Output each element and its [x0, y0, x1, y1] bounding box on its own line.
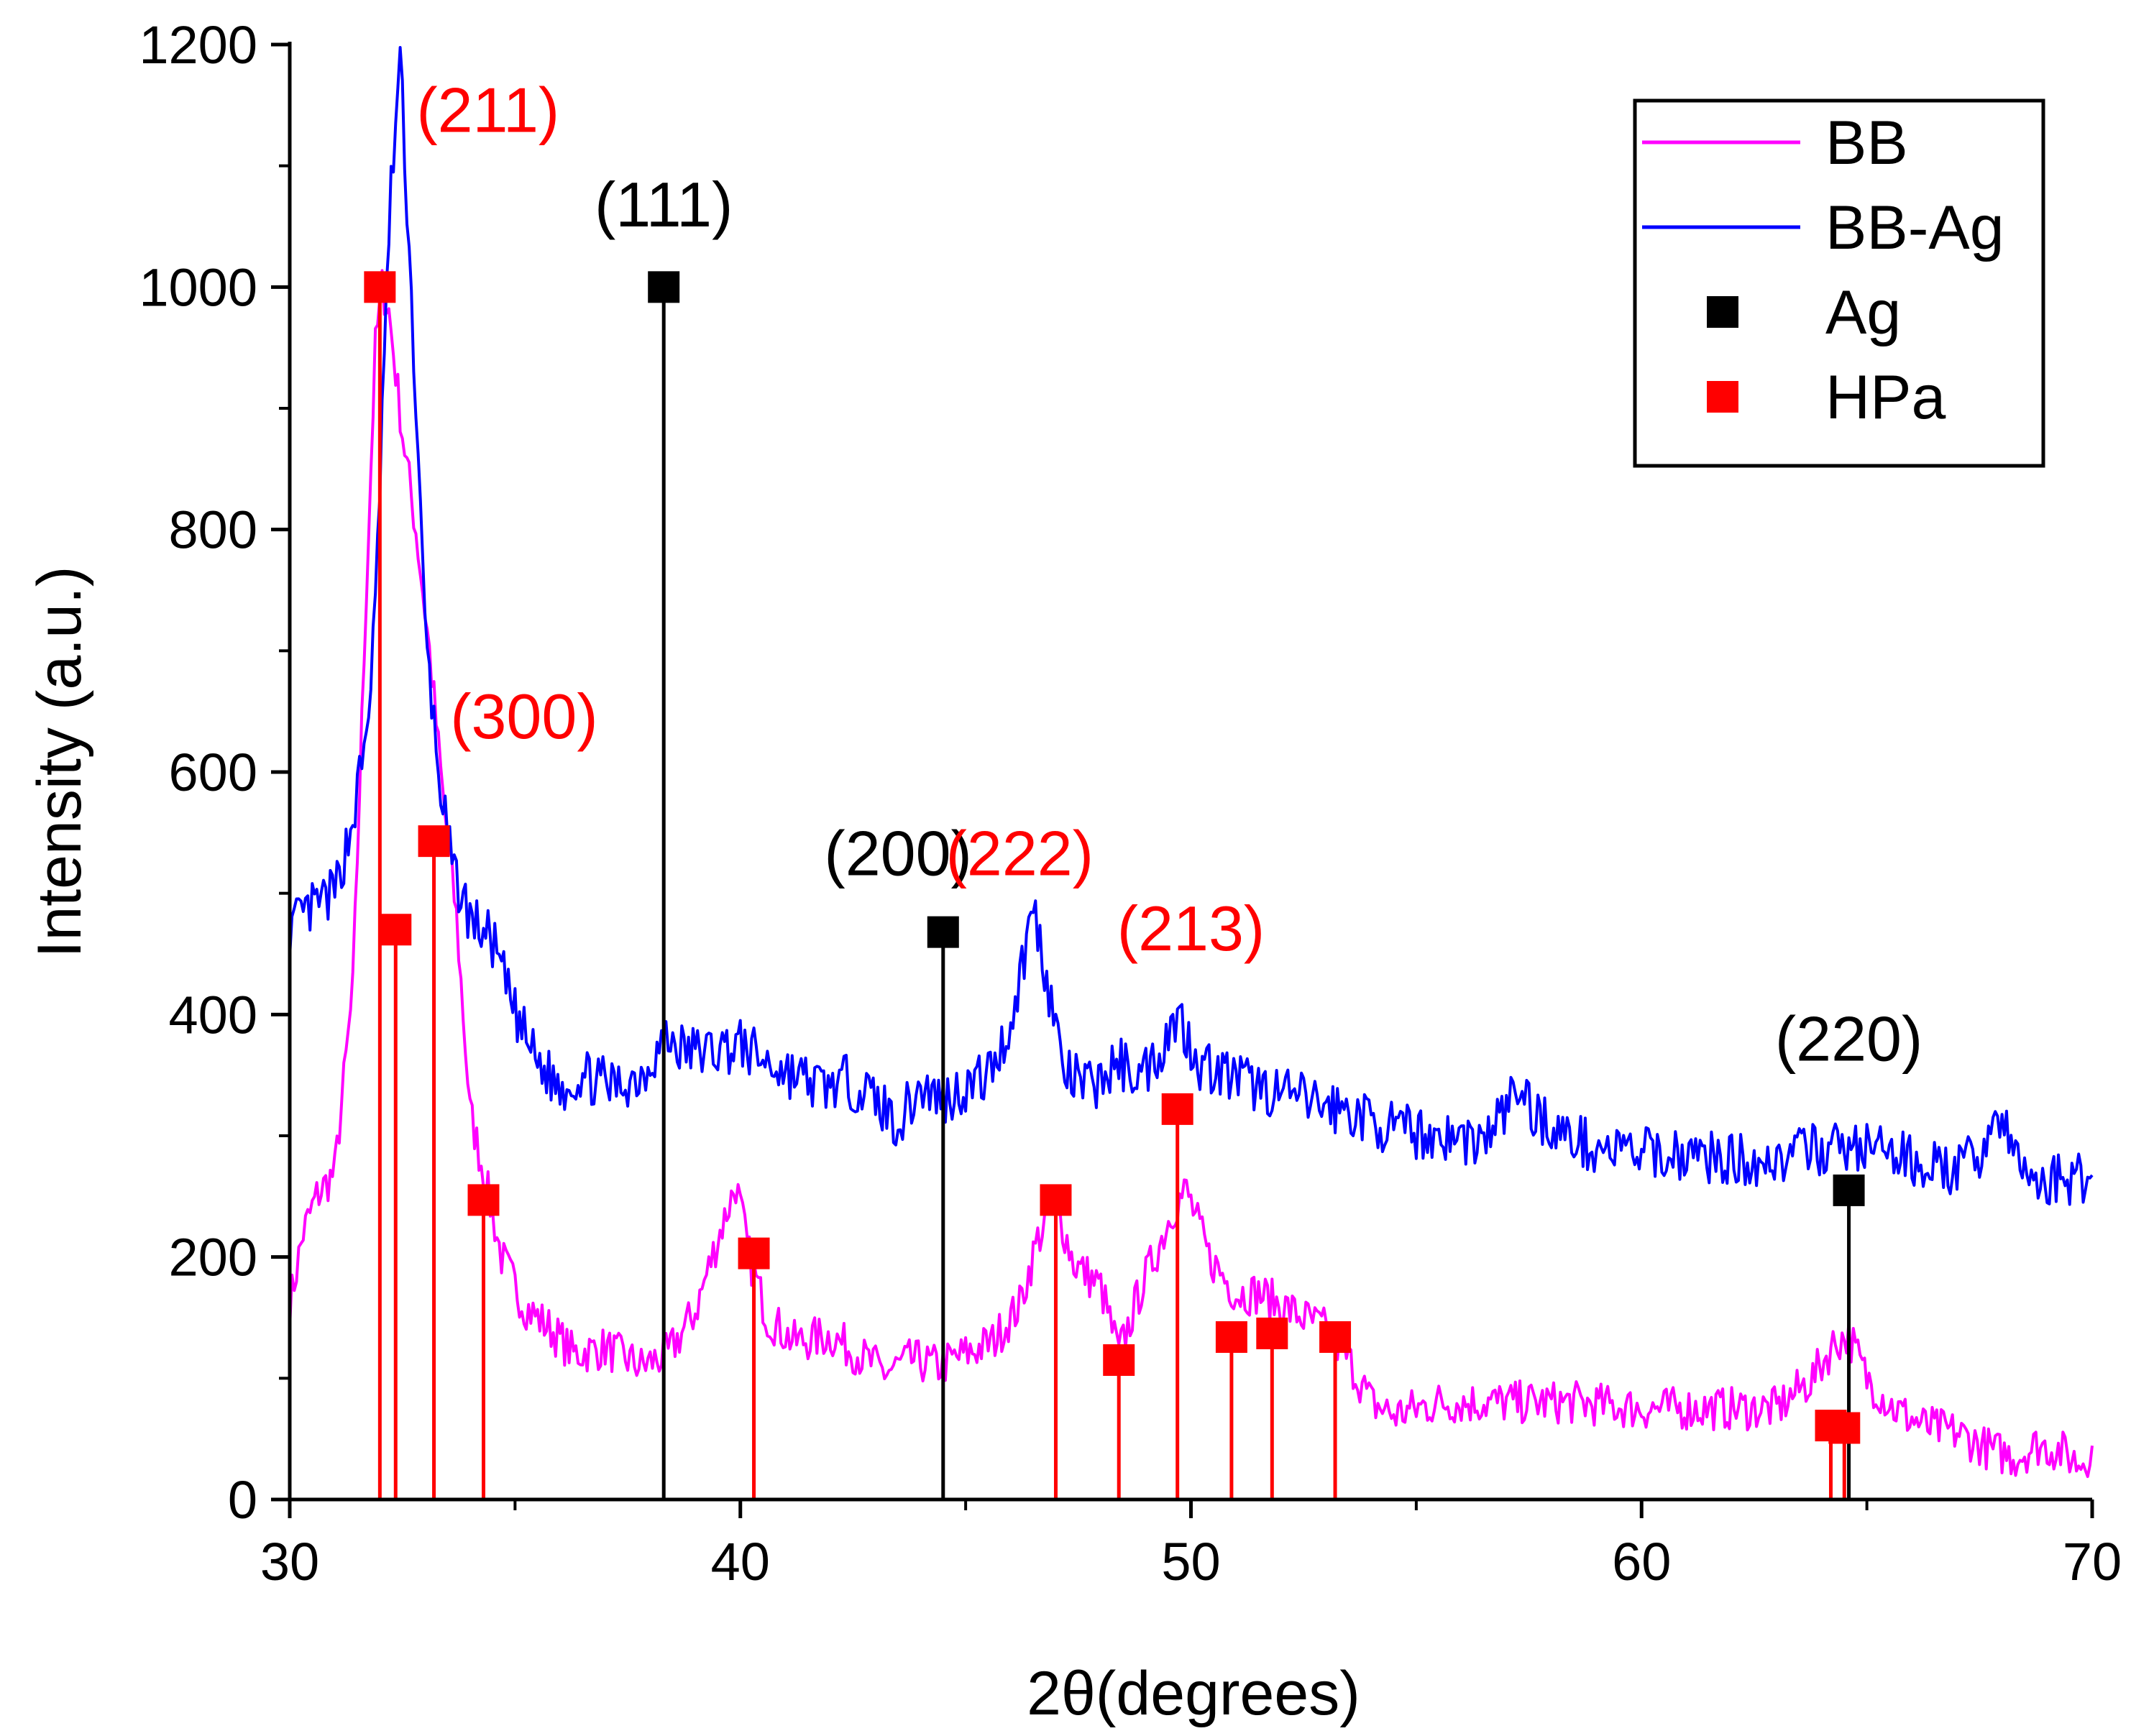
peak-annotation: (111)	[595, 169, 733, 240]
annotation-layer: (211) (111) (300) (200)(222) (213) (220)	[416, 74, 1923, 1074]
hpa-reference-peak	[1161, 1093, 1193, 1500]
legend: BB BB-Ag Ag HPa	[1633, 98, 2045, 468]
ag-marker	[1833, 1174, 1865, 1206]
ag-marker	[927, 916, 959, 948]
peak-annotation: (213)	[1117, 893, 1265, 964]
y-tick-label: 200	[169, 1228, 257, 1287]
legend-box	[1633, 98, 2045, 468]
legend-item: Ag	[1707, 278, 1901, 347]
ag-marker	[648, 271, 680, 303]
y-tick-label: 1000	[139, 257, 257, 317]
peak-annotation: (211)	[416, 74, 559, 145]
hpa-marker	[1040, 1184, 1072, 1216]
hpa-reference-peak	[1103, 1344, 1135, 1500]
peak-annotation: (300)	[450, 681, 597, 752]
legend-item: HPa	[1707, 363, 1946, 432]
series-layer	[288, 46, 2094, 1500]
hpa-reference-peak	[1319, 1321, 1352, 1500]
legend-label: HPa	[1825, 363, 1946, 432]
hpa-reference-peak	[418, 825, 450, 1500]
x-tick-label: 30	[260, 1532, 319, 1592]
hpa-marker	[380, 914, 412, 946]
y-tick-label: 400	[169, 985, 257, 1044]
legend-item: BB-Ag	[1642, 193, 2004, 262]
hpa-marker	[1103, 1344, 1135, 1377]
ag-reference-peak	[648, 271, 680, 1500]
hpa-marker	[467, 1184, 500, 1216]
hpa-marker	[1215, 1321, 1247, 1353]
hpa-marker	[1256, 1317, 1288, 1349]
legend-item: BB	[1642, 109, 1908, 178]
y-tick-label: 1200	[139, 15, 257, 75]
hpa-reference-peak	[1215, 1321, 1247, 1500]
series-line-bb	[288, 269, 2094, 1479]
hpa-reference-peak	[467, 1184, 500, 1500]
x-axis-title: 2θ(degrees)	[1027, 1659, 1360, 1728]
ag-reference-peak	[1833, 1174, 1865, 1500]
peak-annotation: (220)	[1775, 1003, 1923, 1074]
axes-layer: 30 40 50 60 70 0 200 400 600 800 1000 1200	[139, 15, 2122, 1592]
hpa-reference-peak	[1256, 1317, 1288, 1500]
series-line-bb-ag	[288, 46, 2094, 1206]
peak-annotation: (200)	[824, 817, 971, 888]
x-tick-label: 50	[1161, 1532, 1220, 1592]
hpa-marker	[738, 1237, 770, 1269]
peak-annotation: (222)	[946, 817, 1094, 888]
ag-reference-peak	[927, 916, 959, 1500]
x-tick-label: 40	[711, 1532, 770, 1592]
hpa-marker	[1319, 1321, 1352, 1353]
legend-label: Ag	[1825, 278, 1901, 347]
legend-label: BB	[1825, 109, 1908, 178]
legend-label: BB-Ag	[1825, 193, 2004, 262]
x-tick-label: 60	[1612, 1532, 1671, 1592]
hpa-reference-peak	[738, 1237, 770, 1500]
legend-square-swatch	[1707, 381, 1738, 413]
y-tick-label: 800	[169, 500, 257, 560]
hpa-marker	[1161, 1093, 1193, 1125]
y-tick-label: 600	[169, 743, 257, 802]
hpa-reference-peak	[380, 914, 412, 1500]
y-tick-label: 0	[228, 1470, 257, 1530]
hpa-marker	[418, 825, 450, 858]
hpa-marker	[1828, 1412, 1861, 1444]
hpa-reference-peak	[364, 271, 396, 1500]
y-axis-title: Intensity (a.u.)	[25, 566, 94, 958]
legend-square-swatch	[1707, 296, 1738, 328]
x-tick-label: 70	[2063, 1532, 2122, 1592]
hpa-reference-peak	[1040, 1184, 1072, 1500]
hpa-marker	[364, 271, 396, 303]
hpa-reference-peak	[1828, 1412, 1861, 1500]
